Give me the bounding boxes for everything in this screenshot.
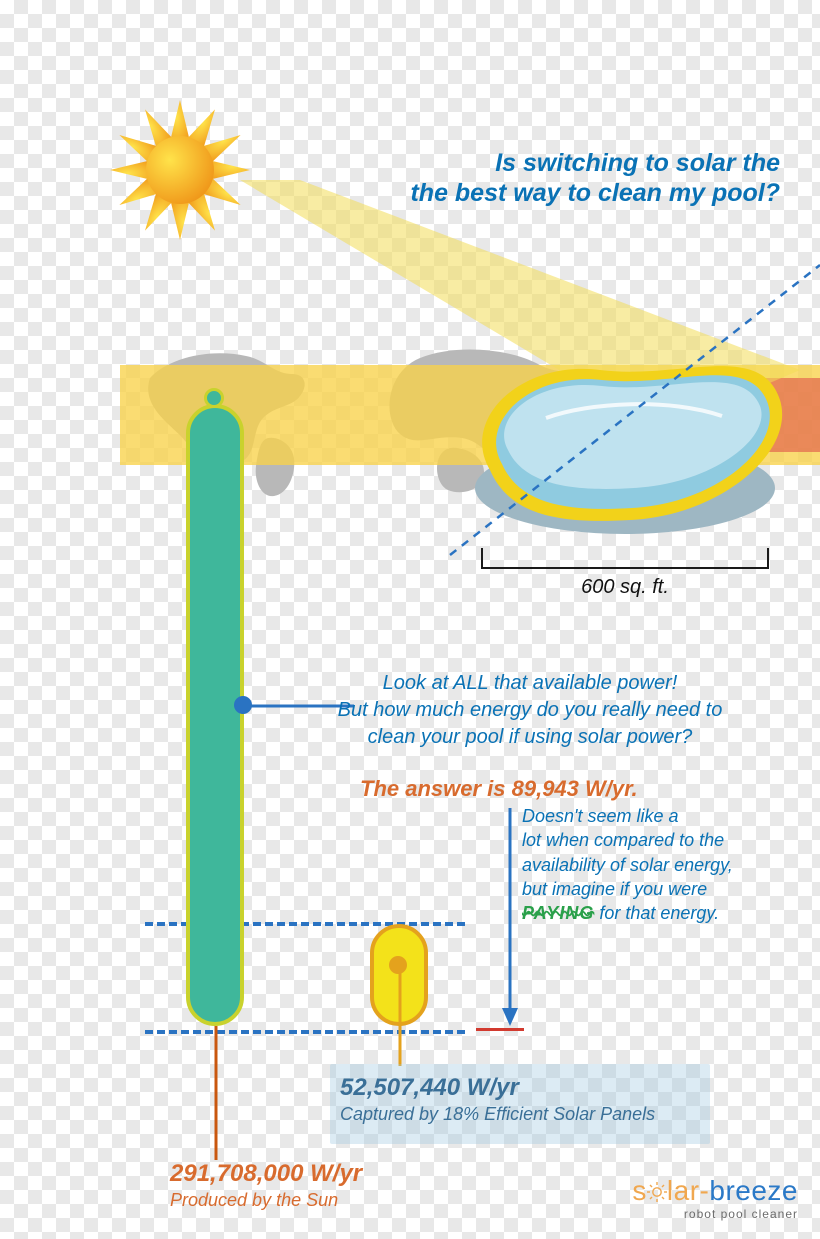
produced-sub: Produced by the Sun [170, 1190, 338, 1211]
note-l1: Doesn't seem like a [522, 804, 782, 828]
logo-sun-icon [647, 1182, 667, 1202]
needed-energy-marker [476, 1028, 524, 1031]
note-l2: lot when compared to the [522, 828, 782, 852]
headline-line2: the best way to clean my pool? [410, 178, 780, 208]
logo-seg-c: breeze [709, 1175, 798, 1206]
note-l5-suffix: for that energy. [594, 903, 719, 923]
note-l5: PAYING for that energy. [522, 901, 782, 925]
infographic-root: Is switching to solar the the best way t… [0, 0, 820, 1239]
headline: Is switching to solar the the best way t… [410, 148, 780, 208]
captured-value: 52,507,440 W/yr [340, 1074, 519, 1102]
headline-line1: Is switching to solar the [410, 148, 780, 178]
brand-tagline: robot pool cleaner [632, 1207, 798, 1221]
note-l4: but imagine if you were [522, 877, 782, 901]
bar1-top-dot [204, 388, 224, 408]
callout-l3: clean your pool if using solar power? [300, 724, 760, 751]
bar2-leader-line [396, 966, 436, 1076]
callout-l1: Look at ALL that available power! [300, 670, 760, 697]
produced-value: 291,708,000 W/yr [170, 1160, 362, 1188]
bar1-leader-line [210, 1026, 230, 1166]
pool-size-label: 600 sq. ft. [480, 576, 770, 599]
bar-sun-energy [186, 404, 244, 1026]
pool-icon [450, 320, 790, 550]
pool-width-bracket [480, 546, 770, 578]
brand-logo: s lar-breeze robot pool cleaner [632, 1175, 798, 1221]
sun-icon [120, 130, 320, 330]
answer-line: The answer is 89,943 W/yr. [360, 776, 638, 802]
logo-seg-b: lar- [667, 1175, 709, 1206]
logo-seg-a: s [632, 1175, 647, 1206]
callout-l2: But how much energy do you really need t… [300, 697, 760, 724]
brand-wordmark: s lar-breeze [632, 1175, 798, 1207]
callout-available-power: Look at ALL that available power! But ho… [300, 670, 760, 751]
note-arrow-down-icon [500, 808, 520, 1028]
captured-sub: Captured by 18% Efficient Solar Panels [340, 1104, 655, 1125]
note-paying-strikethrough: PAYING [522, 903, 594, 923]
note-block: Doesn't seem like a lot when compared to… [522, 804, 782, 925]
note-l3: availability of solar energy, [522, 853, 782, 877]
